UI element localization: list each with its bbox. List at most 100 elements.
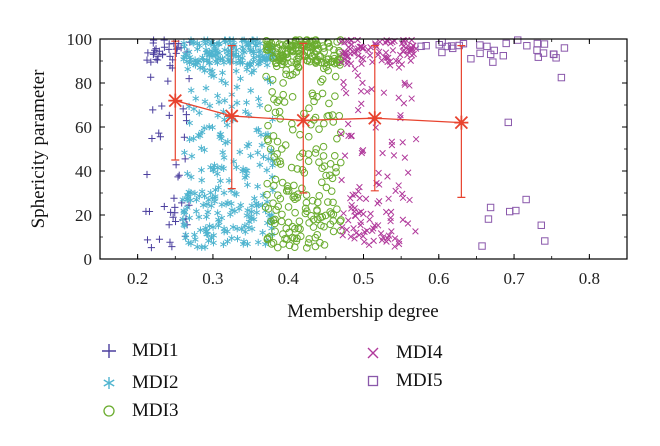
data-point [355,52,362,59]
x-tick-label: 0.2 [127,269,148,288]
data-point [383,54,390,62]
data-point [335,112,344,120]
data-point [279,240,287,248]
data-point [214,48,221,56]
data-point [304,132,313,141]
data-point [338,176,345,184]
data-point [143,170,151,179]
data-point [271,108,280,117]
y-tick-label: 80 [75,74,92,93]
data-point [293,55,301,63]
data-point [330,51,338,60]
data-point [222,79,230,87]
data-point [244,181,251,189]
data-point [263,135,272,144]
data-point [270,95,278,104]
data-point [288,119,296,128]
data-point [272,62,281,71]
data-point [340,78,347,86]
data-point [196,132,204,140]
data-point [313,230,322,239]
data-point [363,88,371,95]
data-point [331,92,339,100]
data-point [356,231,363,239]
data-point [318,75,327,84]
data-point [183,57,191,66]
data-point [344,217,352,224]
data-point [266,145,275,153]
data-point [320,241,329,249]
data-point [278,178,287,187]
data-point [271,227,279,236]
data-point [232,163,240,171]
data-point [311,149,320,157]
data-point [181,155,189,163]
data-point [270,219,279,228]
data-point [248,208,256,216]
data-point [240,48,248,56]
data-point [203,213,210,221]
data-point [329,227,338,236]
data-point [220,189,228,197]
data-point [355,209,363,216]
data-point [205,196,213,204]
data-point [404,169,412,176]
data-point [308,89,317,98]
data-point [155,129,163,137]
y-tick-label: 20 [75,206,92,225]
data-point [385,195,392,202]
data-point [201,243,209,251]
data-point [215,183,223,192]
data-point [315,125,323,133]
data-point [250,57,257,66]
data-point [438,48,446,57]
data-point [239,47,247,55]
data-point [324,66,332,75]
mean-marker [296,113,311,128]
data-point [247,152,255,160]
data-point [293,165,302,173]
data-point [188,152,196,160]
data-point [241,228,249,236]
data-point [232,190,240,198]
data-point [278,210,286,219]
data-point [399,216,407,223]
data-point [302,191,311,199]
mean-marker [454,115,469,130]
data-point [279,90,287,99]
data-point [149,36,158,44]
legend-item-mdi5: MDI5 [360,368,442,394]
data-point [344,38,351,45]
data-point [264,104,272,112]
data-point [205,237,212,245]
data-point [259,229,267,237]
data-point [223,121,231,129]
data-point [330,152,339,160]
data-point [269,115,276,124]
data-point [344,52,352,60]
data-point [260,153,267,161]
data-point [239,59,246,67]
data-point [166,238,174,246]
data-point [357,87,365,95]
data-point [298,165,307,174]
data-point [292,36,300,44]
data-point [293,234,301,243]
x-tick-label: 0.8 [579,269,600,288]
data-point [174,173,182,181]
legend-item-mdi3: MDI3 [96,398,178,424]
data-point [368,85,375,93]
plot-frame [99,38,628,260]
data-point [391,235,399,242]
data-point [337,130,345,138]
data-point [263,166,271,174]
data-point [389,47,397,54]
data-point [239,240,247,248]
data-point [541,237,549,245]
data-point [412,135,420,143]
data-point [172,161,180,169]
x-tick-label: 0.4 [278,269,300,288]
data-point [185,239,193,247]
data-point [387,214,394,222]
data-point [192,207,200,215]
